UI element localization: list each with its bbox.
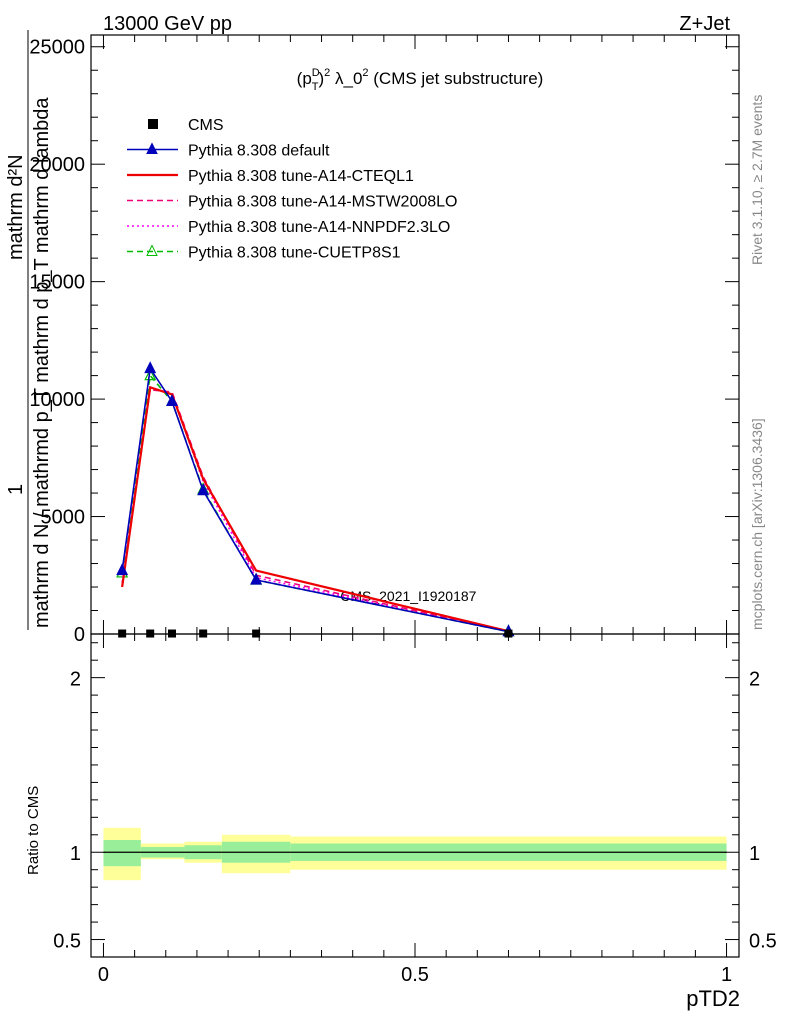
ratio-y-tick-label: 1: [70, 843, 81, 865]
ratio-y-tick-label: 0.5: [53, 931, 81, 953]
legend-swatch: [148, 119, 158, 129]
y-tick-label: 5000: [41, 507, 86, 529]
x-tick-label: 1: [721, 964, 732, 986]
header-right: Z+Jet: [679, 13, 730, 35]
series-marker-1: [116, 563, 129, 576]
series-marker-5: [144, 368, 157, 381]
series-marker-1: [144, 361, 157, 374]
legend-entry: Pythia 8.308 tune-A14-MSTW2008LO: [127, 194, 457, 211]
analysis-watermark: CMS_2021_I1920187: [340, 588, 476, 604]
y-tick-label: 10000: [29, 389, 85, 411]
y-tick-label: 0: [74, 624, 85, 646]
legend-label: Pythia 8.308 tune-A14-NNPDF2.3LO: [188, 219, 450, 236]
legend-entry: Pythia 8.308 tune-A14-NNPDF2.3LO: [127, 219, 450, 236]
main-y-ticks: 0 5000 10000 15000 20000 25000: [29, 35, 739, 646]
ratio-y-tick-label-right: 2: [749, 669, 760, 691]
series-line-1: [121, 366, 509, 633]
series-marker-1: [166, 394, 178, 407]
y-tick-label: 25000: [29, 37, 85, 59]
ratio-y-tick-label-right: 0.5: [749, 931, 777, 953]
legend-entry: Pythia 8.308 tune-A14-CTEQL1: [127, 168, 414, 185]
ylabel-denominator: mathrm d N / mathrmd p_T mathrm d p_T ma…: [31, 97, 53, 628]
legend-label: Pythia 8.308 tune-A14-MSTW2008LO: [188, 194, 457, 211]
rivet-label: Rivet 3.1.10, ≥ 2.7M events: [749, 95, 765, 265]
legend: CMS Pythia 8.308 default Pythia 8.308 tune…: [127, 117, 457, 262]
legend-marker: [146, 244, 158, 256]
legend-label: Pythia 8.308 default: [188, 143, 330, 160]
series-marker-1: [250, 572, 263, 585]
legend-entry: CMS: [148, 117, 224, 134]
plot-title: (pD T)2 λ_02 (CMS jet substructure): [297, 67, 544, 93]
legend-label: CMS: [188, 117, 224, 134]
x-tick-label: 0.5: [401, 964, 429, 986]
ratio-axis-ticks: 0.5 0.5 1 1 2 2 0 0.5 1: [53, 634, 777, 986]
legend-entry: Pythia 8.308 tune-CUETP8S1: [127, 244, 401, 262]
series-marker-1: [197, 483, 210, 496]
y-tick-label: 20000: [29, 154, 85, 176]
y-tick-label: 15000: [29, 272, 85, 294]
ratio-uncertainty-bands: [103, 827, 727, 881]
main-plot-panel: CMS_2021_I1920187 0 5000 10000 15000 20000 25…: [29, 34, 740, 646]
legend-marker: [146, 142, 158, 154]
ylabel-one: 1: [5, 484, 27, 495]
mcplots-label: mcplots.cern.ch [arXiv:1306.3436]: [749, 418, 765, 630]
main-y-label: mathrm d²N 1 mathrm d N / mathrmd p_T ma…: [5, 30, 53, 630]
ratio-plot-panel: 0.5 0.5 1 1 2 2 0 0.5 1: [53, 633, 777, 986]
legend-label: Pythia 8.308 tune-CUETP8S1: [188, 245, 401, 262]
legend-label: Pythia 8.308 tune-A14-CTEQL1: [188, 168, 414, 185]
x-tick-label: 0: [98, 964, 109, 986]
ratio-y-label: Ratio to CMS: [25, 786, 42, 875]
series-line-2: [121, 385, 509, 633]
ratio-stat-band: [103, 840, 141, 867]
ratio-frame: [90, 633, 740, 958]
legend-entry: Pythia 8.308 default: [127, 142, 330, 160]
ylabel-numerator: mathrm d²N: [5, 154, 27, 260]
ratio-y-tick-label-right: 1: [749, 843, 760, 865]
ratio-y-tick-label: 2: [70, 669, 81, 691]
header-left: 13000 GeV pp: [103, 13, 232, 35]
x-axis-label: pTD2: [686, 986, 740, 1011]
